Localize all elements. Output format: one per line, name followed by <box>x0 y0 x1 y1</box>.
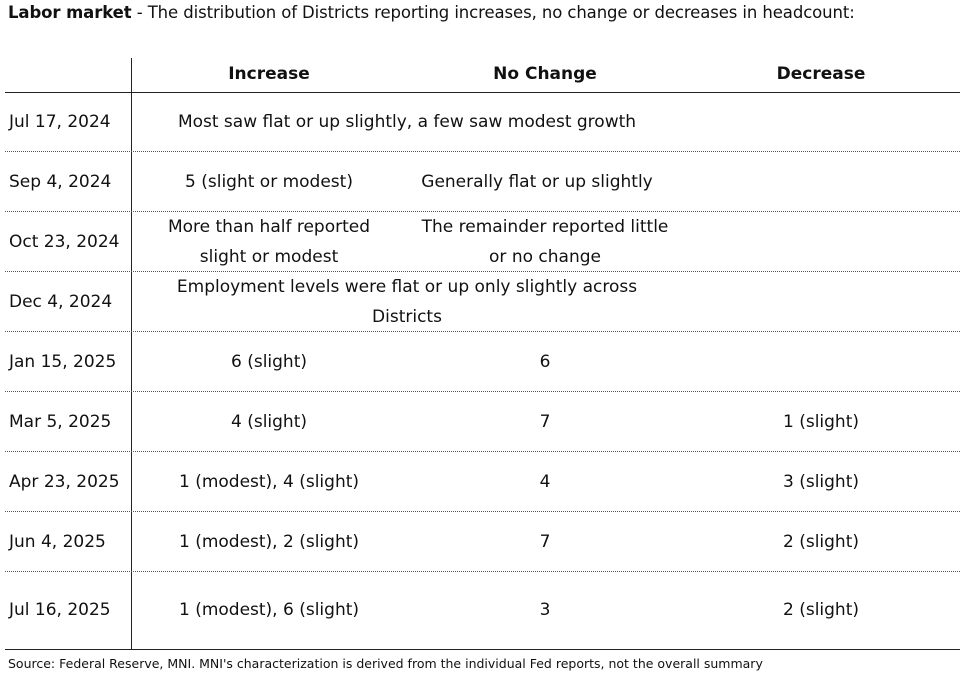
table-bottom-rule <box>5 649 960 650</box>
row-divider <box>5 271 960 272</box>
header-rule <box>5 92 960 93</box>
row-span-line: Employment levels were flat or up only s… <box>176 276 638 297</box>
row-date: Jun 4, 2025 <box>9 531 106 552</box>
row-divider <box>5 511 960 512</box>
column-divider <box>131 58 132 650</box>
row-decrease <box>683 212 959 271</box>
source-note: Source: Federal Reserve, MNI. MNI's char… <box>8 656 763 671</box>
row-date: Sep 4, 2024 <box>9 171 112 192</box>
table-row: Dec 4, 2024 Employment levels were flat … <box>0 272 973 331</box>
row-no-change: The remainder reported little or no chan… <box>407 212 683 271</box>
header-no-change: No Change <box>493 64 597 84</box>
row-no-change: 3 <box>539 600 551 620</box>
row-date: Jul 17, 2024 <box>9 112 111 132</box>
row-divider <box>5 391 960 392</box>
row-date: Dec 4, 2024 <box>9 291 113 312</box>
header-decrease: Decrease <box>776 64 866 84</box>
row-decrease: 1 (slight) <box>782 411 860 432</box>
row-increase: 5 (slight or modest) <box>185 171 353 192</box>
row-divider <box>5 151 960 152</box>
row-no-change-line: or no change <box>489 246 601 267</box>
row-decrease: 2 (slight) <box>782 531 860 552</box>
row-increase: 1 (modest), 2 (slight) <box>178 531 360 552</box>
row-date: Oct 23, 2024 <box>9 231 120 252</box>
table-row: Jun 4, 2025 1 (modest), 2 (slight) 7 2 (… <box>0 512 973 571</box>
table-row: Jan 15, 2025 6 (slight) 6 <box>0 332 973 391</box>
table-row: Apr 23, 2025 1 (modest), 4 (slight) 4 3 … <box>0 452 973 511</box>
table-row: Jul 17, 2024 Most saw flat or up slightl… <box>0 93 973 151</box>
row-increase: 1 (modest), 4 (slight) <box>178 471 360 492</box>
row-date: Apr 23, 2025 <box>9 471 120 492</box>
row-no-change-line: The remainder reported little <box>421 216 669 237</box>
row-no-change: 7 <box>539 411 551 432</box>
table-row: Oct 23, 2024 More than half reported sli… <box>0 212 973 271</box>
row-divider <box>5 331 960 332</box>
row-increase: 1 (modest), 6 (slight) <box>178 600 360 620</box>
row-span-text: Employment levels were flat or up only s… <box>131 272 683 331</box>
row-decrease <box>683 332 959 391</box>
row-decrease <box>683 152 959 211</box>
row-increase: 6 (slight) <box>230 351 308 372</box>
row-no-change: 4 <box>539 471 551 492</box>
row-decrease: 3 (slight) <box>782 471 860 492</box>
row-divider <box>5 451 960 452</box>
row-increase-line: slight or modest <box>199 246 339 267</box>
row-decrease: 2 (slight) <box>782 600 860 620</box>
table-row: Jul 16, 2025 1 (modest), 6 (slight) 3 2 … <box>0 572 973 648</box>
row-increase: 4 (slight) <box>230 411 308 432</box>
table-row: Sep 4, 2024 5 (slight or modest) General… <box>0 152 973 211</box>
row-increase-line: More than half reported <box>167 216 371 237</box>
row-divider <box>5 571 960 572</box>
row-no-change: Generally flat or up slightly <box>421 171 653 192</box>
row-date: Jul 16, 2025 <box>9 600 111 620</box>
row-no-change: 7 <box>539 531 551 552</box>
row-span-text: Most saw flat or up slightly, a few saw … <box>177 112 637 132</box>
row-no-change: 6 <box>539 351 551 372</box>
row-divider <box>5 211 960 212</box>
table-row: Mar 5, 2025 4 (slight) 7 1 (slight) <box>0 392 973 451</box>
title-rest: - The distribution of Districts reportin… <box>131 3 855 22</box>
row-date: Mar 5, 2025 <box>9 411 112 432</box>
row-increase: More than half reported slight or modest <box>131 212 407 271</box>
title-bold: Labor market <box>8 3 132 22</box>
page-title: Labor market - The distribution of Distr… <box>8 3 855 22</box>
header-increase: Increase <box>228 64 310 84</box>
row-date: Jan 15, 2025 <box>9 351 117 372</box>
row-span-line: Districts <box>372 306 442 327</box>
